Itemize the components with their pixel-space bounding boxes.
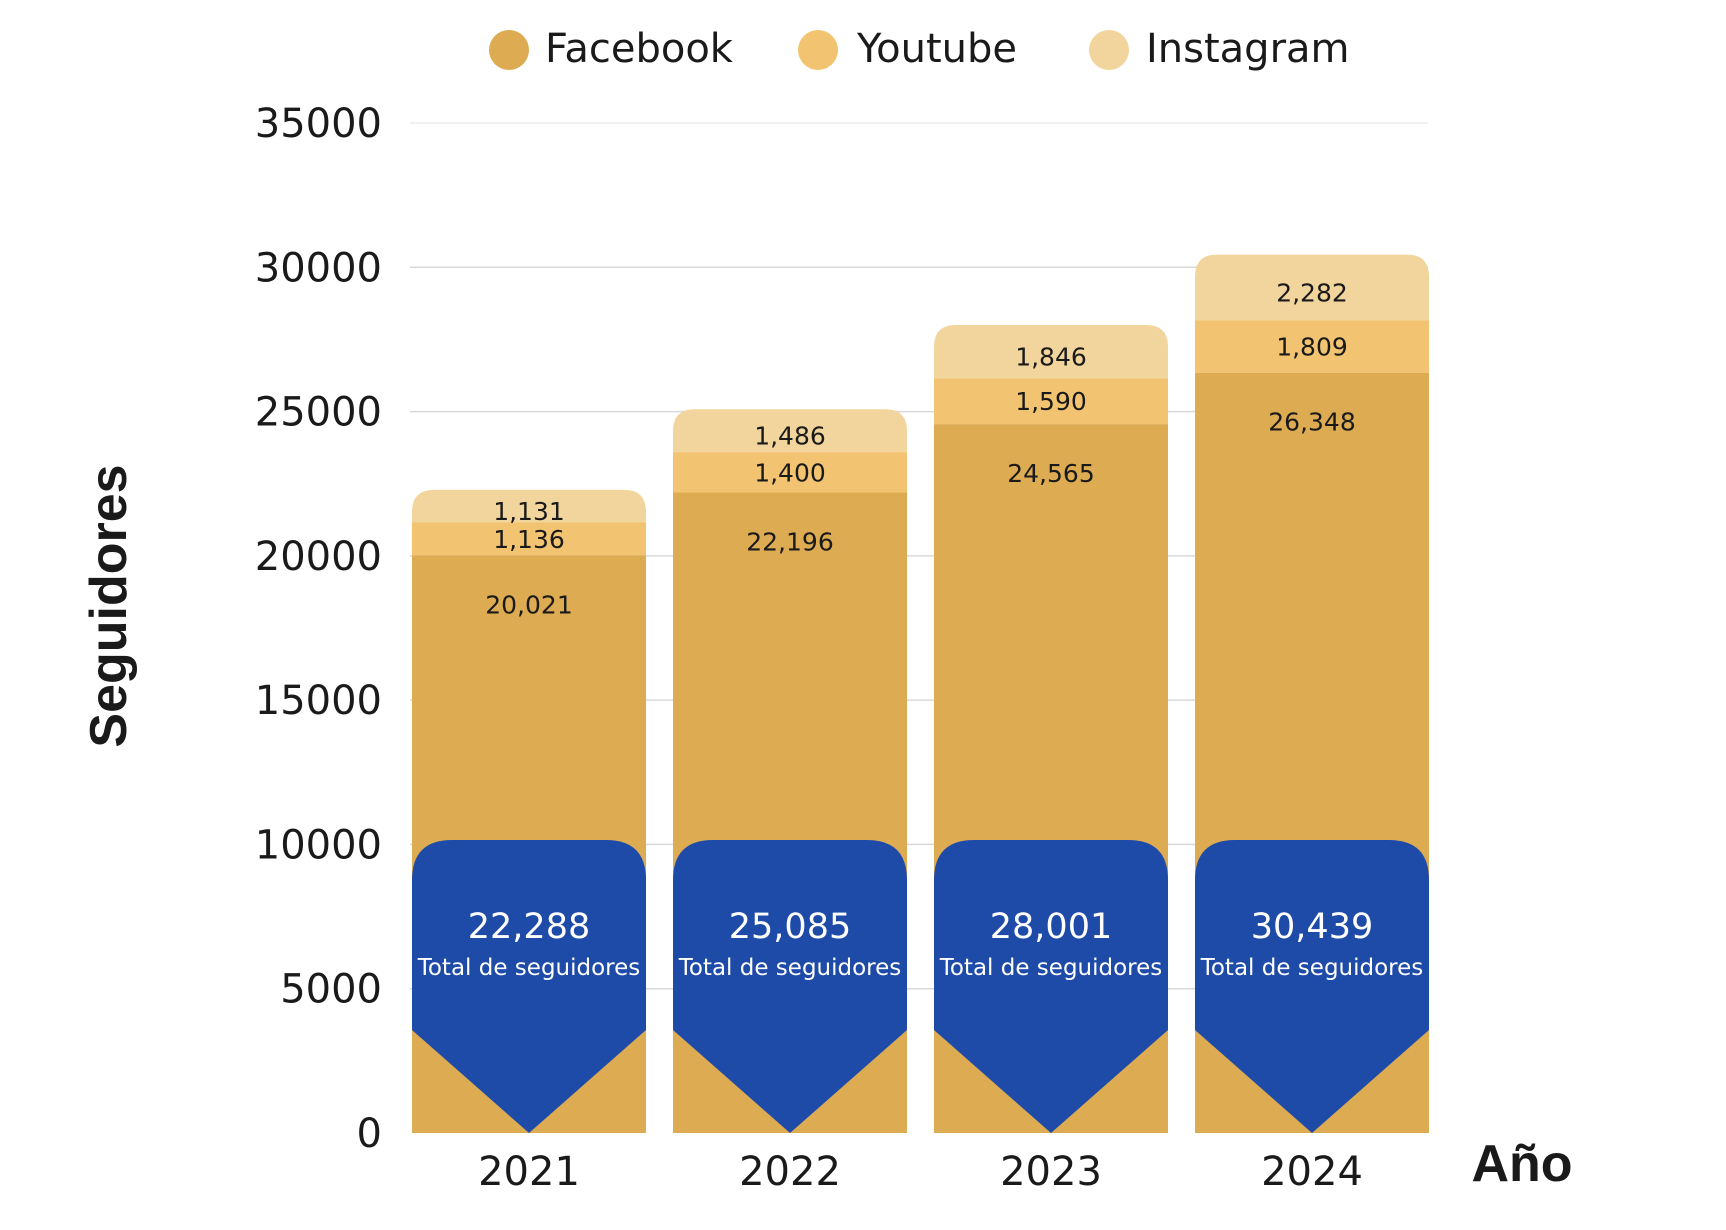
y-tick-label-10000: 10000 — [255, 822, 382, 868]
legend: Facebook Youtube Instagram — [489, 26, 1350, 72]
legend-label-facebook: Facebook — [545, 26, 734, 72]
legend-label-youtube: Youtube — [856, 26, 1017, 72]
bar-youtube-2024 — [1195, 320, 1429, 373]
bar-youtube-2023 — [934, 378, 1168, 425]
data-label-facebook-2023: 24,565 — [1007, 459, 1094, 488]
bar-youtube-2021 — [412, 522, 646, 556]
data-label-instagram-2022: 1,486 — [754, 422, 826, 451]
legend-swatch-youtube — [798, 30, 838, 70]
data-label-youtube-2024: 1,809 — [1276, 333, 1348, 362]
y-tick-label-25000: 25000 — [255, 390, 382, 436]
axes: 0 5000 10000 15000 20000 25000 30000 35000 2021 2… — [255, 101, 1363, 1195]
data-label-youtube-2021: 1,136 — [493, 525, 565, 554]
total-value-2023: 28,001 — [990, 907, 1112, 947]
x-tick-label-2023: 2023 — [1000, 1149, 1102, 1195]
total-badge-2021 — [412, 840, 646, 1133]
bar-instagram-2024 — [1195, 254, 1429, 321]
total-badge-2022 — [673, 840, 907, 1133]
total-caption-2024: Total de seguidores — [1200, 955, 1424, 981]
bar-instagram-2021 — [412, 489, 646, 523]
data-label-facebook-2022: 22,196 — [746, 527, 833, 556]
total-badge-2024 — [1195, 840, 1429, 1133]
y-tick-label-5000: 5000 — [280, 967, 382, 1013]
data-label-instagram-2024: 2,282 — [1276, 279, 1348, 308]
y-tick-label-35000: 35000 — [255, 101, 382, 147]
y-tick-label-15000: 15000 — [255, 678, 382, 724]
x-tick-label-2024: 2024 — [1261, 1149, 1363, 1195]
data-label-youtube-2022: 1,400 — [754, 458, 826, 487]
total-badges: 22,288 Total de seguidores 25,085 Total de … — [412, 840, 1429, 1133]
legend-swatch-instagram — [1089, 30, 1129, 70]
x-tick-label-2021: 2021 — [478, 1149, 580, 1195]
total-badge-2023 — [934, 840, 1168, 1133]
total-value-2022: 25,085 — [729, 907, 851, 947]
total-caption-2021: Total de seguidores — [417, 955, 641, 981]
bar-instagram-2022 — [673, 409, 907, 453]
legend-swatch-facebook — [489, 30, 529, 70]
y-axis-title: Seguidores — [80, 464, 138, 747]
y-tick-label-30000: 30000 — [255, 245, 382, 291]
data-label-instagram-2021: 1,131 — [493, 497, 565, 526]
data-label-instagram-2023: 1,846 — [1015, 343, 1087, 372]
y-tick-label-0: 0 — [357, 1111, 382, 1157]
legend-label-instagram: Instagram — [1146, 26, 1350, 72]
total-value-2021: 22,288 — [468, 907, 590, 947]
data-label-facebook-2021: 20,021 — [485, 590, 572, 619]
x-tick-label-2022: 2022 — [739, 1149, 841, 1195]
total-value-2024: 30,439 — [1251, 907, 1373, 947]
total-caption-2023: Total de seguidores — [939, 955, 1163, 981]
data-label-facebook-2024: 26,348 — [1268, 408, 1355, 437]
data-label-youtube-2023: 1,590 — [1015, 387, 1087, 416]
bar-instagram-2023 — [934, 324, 1168, 379]
bar-youtube-2022 — [673, 452, 907, 493]
y-tick-label-20000: 20000 — [255, 534, 382, 580]
total-caption-2022: Total de seguidores — [678, 955, 902, 981]
x-axis-title: Año — [1471, 1135, 1572, 1193]
